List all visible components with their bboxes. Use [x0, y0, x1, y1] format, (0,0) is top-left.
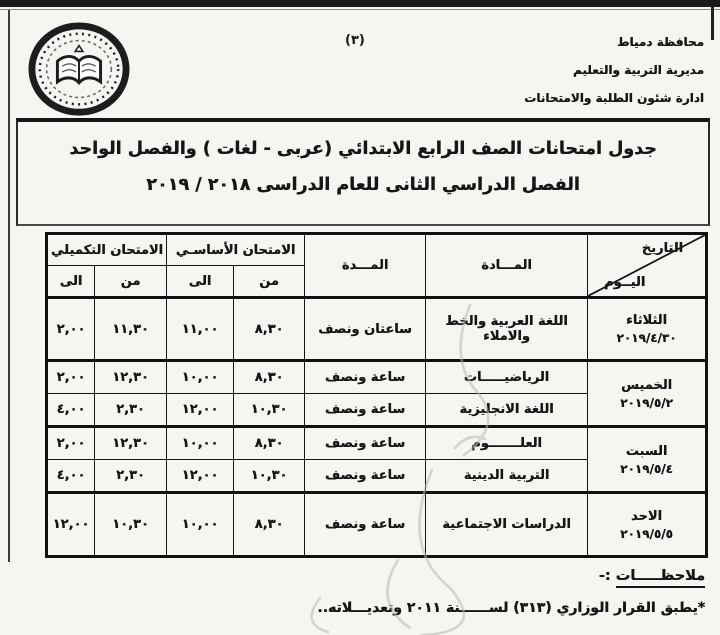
- day-date: ٢٠١٩/٥/٥: [620, 526, 673, 541]
- comp-to-cell: ٤,٠٠: [46, 459, 95, 493]
- table-row: السبت ٢٠١٩/٥/٤ العلـــــــوم ساعة ونصف ٨…: [46, 425, 708, 493]
- comp-to-cell: ٢,٠٠: [46, 425, 95, 460]
- comp-from-cell: ١٠,٣٠: [94, 491, 167, 557]
- org-header: محافظة دمياط مديرية التربية والتعليم ادا…: [464, 28, 704, 112]
- org-line-governorate: محافظة دمياط: [616, 35, 704, 49]
- notes-decree-line: *يطبق القرار الوزاري (٣١٣) لســــــنة ٢٠…: [317, 600, 705, 616]
- notes-heading-suffix: :-: [598, 568, 616, 584]
- basic-from-cell: ٨,٣٠: [233, 425, 306, 460]
- day-corner-label: اليــوم: [604, 275, 646, 290]
- page-frame-left-line: [8, 10, 10, 562]
- comp-to-header: الى: [46, 265, 95, 299]
- date-corner-label: التاريخ: [641, 241, 684, 256]
- comp-exam-header: الامتحان التكميلي: [46, 233, 167, 266]
- comp-from-cell: ١٢,٣٠: [94, 359, 167, 394]
- subject-cell: التربية الدينية: [425, 459, 589, 493]
- comp-to-cell: ٢,٠٠: [46, 359, 95, 394]
- day-cell: الخميس ٢٠١٩/٥/٢: [587, 359, 708, 427]
- day-name: الخميس: [620, 377, 673, 393]
- day-date: ٢٠١٩/٤/٣٠: [616, 331, 677, 345]
- comp-from-cell: ١١,٣٠: [94, 296, 167, 361]
- comp-from-cell: ٢,٣٠: [94, 393, 167, 427]
- basic-to-cell: ١٠,٠٠: [165, 491, 235, 557]
- day-name: الثلاثاء: [626, 313, 667, 328]
- table-row: التربية الدينية ساعة ونصف ١٠,٣٠ ١٢,٠٠ ٢,…: [46, 459, 707, 493]
- table-row: اللغة الانجليزية ساعة ونصف ١٠,٣٠ ١٢,٠٠ ٢…: [46, 393, 707, 427]
- basic-exam-header: الامتحان الأساسـي: [165, 233, 306, 266]
- comp-from-cell: ١٢,٣٠: [94, 425, 167, 460]
- day-cell: السبت ٢٠١٩/٥/٤: [587, 425, 708, 493]
- subject-column-header: المـــادة: [425, 233, 589, 298]
- page-frame-top-line: [0, 0, 720, 7]
- exam-schedule-table: التاريخ اليــوم المـــادة المـــدة الامت…: [45, 232, 709, 558]
- open-book-icon: [28, 22, 130, 116]
- basic-from-cell: ١٠,٣٠: [233, 459, 306, 493]
- basic-from-cell: ٨,٣٠: [233, 491, 306, 557]
- subject-cell: العلـــــــوم: [425, 425, 589, 460]
- basic-from-cell: ١٠,٣٠: [233, 393, 306, 427]
- basic-to-cell: ١٠,٠٠: [165, 425, 235, 460]
- subject-cell: الرياضيـــــات: [425, 359, 589, 394]
- duration-cell: ساعة ونصف: [304, 491, 427, 557]
- page-frame-inner-line: [0, 9, 720, 10]
- diagonal-line-icon: [588, 235, 706, 296]
- subject-cell: الدراسات الاجتماعية: [425, 491, 589, 557]
- comp-from-cell: ٢,٣٠: [94, 459, 167, 493]
- ministry-stamp-logo: [28, 22, 130, 116]
- day-date: ٢٠١٩/٥/٤: [620, 461, 673, 476]
- day-name: السبت: [625, 443, 668, 459]
- basic-to-cell: ١٠,٠٠: [165, 359, 235, 394]
- duration-cell: ساعة ونصف: [304, 425, 427, 460]
- exam-title-line-1: جدول امتحانات الصف الرابع الابتدائي (عرب…: [69, 139, 657, 159]
- day-name: الاحد: [631, 508, 663, 524]
- basic-to-cell: ١٢,٠٠: [165, 459, 235, 493]
- duration-cell: ساعة ونصف: [304, 459, 427, 493]
- duration-cell: ساعتان ونصف: [304, 296, 427, 361]
- comp-from-header: من: [94, 265, 167, 299]
- table-row: الاحد ٢٠١٩/٥/٥ الدراسات الاجتماعية ساعة …: [46, 491, 708, 557]
- table-row: الخميس ٢٠١٩/٥/٢ الرياضيـــــات ساعة ونصف…: [46, 359, 708, 427]
- comp-to-cell: ٢,٠٠: [46, 296, 95, 361]
- day-cell: الثلاثاء ٢٠١٩/٤/٣٠: [587, 296, 708, 361]
- basic-to-cell: ١٢,٠٠: [165, 393, 235, 427]
- org-line-administration: ادارة شئون الطلبة والامتحانات: [524, 91, 704, 105]
- org-line-directorate: مديرية التربية والتعليم: [572, 63, 704, 77]
- exam-title-line-2: الفصل الدراسي الثانى للعام الدراسى ٢٠١٨ …: [146, 175, 580, 195]
- basic-from-cell: ٨,٣٠: [233, 296, 306, 361]
- duration-cell: ساعة ونصف: [304, 359, 427, 394]
- basic-from-header: من: [233, 265, 306, 299]
- comp-to-cell: ١٢,٠٠: [46, 491, 95, 557]
- comp-to-cell: ٤,٠٠: [46, 393, 95, 427]
- exam-title-box: جدول امتحانات الصف الرابع الابتدائي (عرب…: [16, 118, 710, 226]
- basic-to-cell: ١١,٠٠: [165, 296, 235, 361]
- basic-from-cell: ٨,٣٠: [233, 359, 306, 394]
- subject-cell: اللغة الانجليزية: [425, 393, 589, 427]
- table-row: الثلاثاء ٢٠١٩/٤/٣٠ اللغة العربية والخط و…: [46, 296, 708, 361]
- basic-to-header: الى: [165, 265, 235, 299]
- notes-heading: ملاحظـــــات :-: [598, 568, 705, 588]
- duration-column-header: المـــدة: [304, 233, 427, 298]
- duration-cell: ساعة ونصف: [304, 393, 427, 427]
- day-cell: الاحد ٢٠١٩/٥/٥: [587, 491, 708, 557]
- corner-date-day-cell: التاريخ اليــوم: [587, 233, 708, 298]
- page-number: (٣): [345, 33, 365, 48]
- page-frame-right-line: [711, 7, 714, 40]
- day-date: ٢٠١٩/٥/٢: [620, 395, 673, 410]
- subject-cell: اللغة العربية والخط والاملاء: [425, 296, 589, 361]
- notes-heading-word: ملاحظـــــات: [615, 568, 705, 588]
